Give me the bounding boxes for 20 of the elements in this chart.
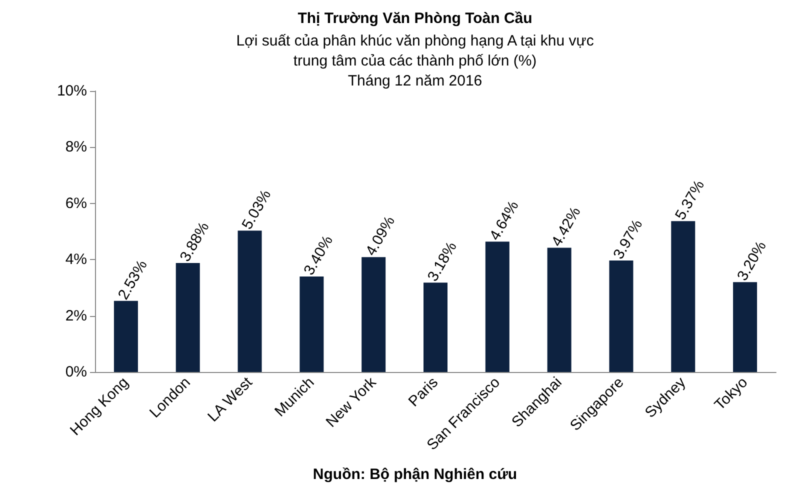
bar — [609, 260, 634, 372]
bar — [114, 300, 138, 372]
y-tick-label: 4% — [65, 251, 87, 268]
bar — [238, 230, 262, 372]
bar — [300, 276, 324, 372]
bar — [733, 282, 758, 372]
chart-subtitle: Lợi suất của phân khúc văn phòng hạng A tại khu vực trung tâm của các thành phố lớn (%) Tháng 12 năm 2016 — [236, 32, 594, 90]
bar — [362, 257, 386, 372]
bar — [547, 248, 572, 372]
y-tick-label: 6% — [65, 194, 87, 212]
y-tick-label: 10% — [56, 82, 87, 100]
y-tick-label: 0% — [65, 364, 87, 380]
bar — [671, 221, 696, 372]
chart-title: Thị Trường Văn Phòng Toàn Cầu — [298, 10, 532, 27]
text: Nguồn: Bộ phận Nghiên cứu — [312, 466, 518, 483]
y-tick-label: 8% — [65, 138, 87, 156]
bar — [424, 282, 448, 372]
bar — [176, 262, 200, 372]
bar — [485, 242, 510, 372]
y-tick-label: 2% — [65, 307, 87, 324]
